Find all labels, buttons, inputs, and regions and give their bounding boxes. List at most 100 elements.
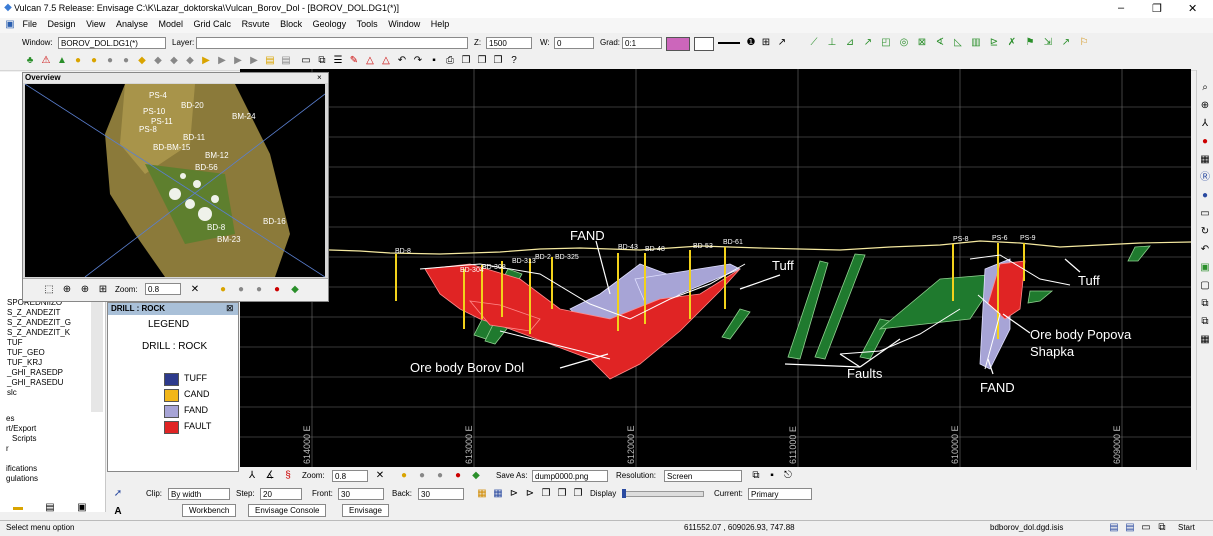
move-overview-icon[interactable]: ⊕ (80, 284, 90, 295)
redo-icon[interactable]: ↷ (413, 55, 423, 66)
secondary-color-swatch[interactable] (694, 37, 714, 51)
tool-b-icon[interactable]: ⚠ (41, 55, 51, 66)
clip-g-icon[interactable]: ❐ (573, 488, 583, 499)
menu-tools[interactable]: Tools (356, 19, 378, 29)
circle-snap-icon[interactable]: ◎ (899, 37, 909, 48)
dot-b-icon[interactable]: ● (418, 470, 426, 481)
tab-envisage-console[interactable]: Envisage Console (248, 504, 327, 517)
menu-rsvute[interactable]: Rsvute (241, 19, 270, 29)
print-icon[interactable]: ⎙ (446, 55, 454, 66)
reset-zoom-icon[interactable]: ✕ (375, 470, 385, 481)
menu-item[interactable]: ifications (6, 464, 38, 473)
layer-item[interactable]: TUF_GEO (7, 348, 45, 357)
menu-help[interactable]: Help (430, 19, 450, 29)
layer-item[interactable]: TUF_KRJ (7, 358, 43, 367)
color-swatch[interactable] (666, 37, 690, 51)
dot-e-icon[interactable]: ◆ (472, 470, 480, 481)
layer-item[interactable]: _GHI_RASEDP (7, 368, 64, 377)
tool-f-icon[interactable]: ● (106, 55, 114, 66)
window-right-icon[interactable]: ▭ (1200, 208, 1210, 219)
rotate-right-icon[interactable]: ↶ (1200, 244, 1210, 255)
angle-icon[interactable]: ∢ (935, 37, 945, 48)
overview-close-icon[interactable]: × (317, 73, 322, 82)
line-style-icon[interactable] (718, 42, 740, 44)
properties-icon[interactable]: ⊞ (761, 37, 771, 48)
list-icon[interactable]: ☰ (333, 55, 343, 66)
pick-icon[interactable]: ↗ (777, 37, 787, 48)
node-snap-icon[interactable]: ⊠ (917, 37, 927, 48)
menu-window[interactable]: Window (388, 19, 421, 29)
w-input[interactable]: 0 (554, 37, 594, 49)
clip-d-icon[interactable]: ⊳ (525, 488, 535, 499)
tool-p-icon[interactable]: ▤ (265, 55, 275, 66)
menu-design[interactable]: Design (47, 19, 76, 29)
close-button[interactable]: ✕ (1188, 3, 1198, 15)
layer-item[interactable]: slc (7, 388, 17, 397)
pointer-icon[interactable]: ➚ (113, 488, 123, 499)
triangle-tool-2-icon[interactable]: △ (382, 55, 390, 66)
globe-right-icon[interactable]: ● (1201, 190, 1209, 201)
flag-icon[interactable]: ⚐ (1079, 37, 1089, 48)
text-icon[interactable]: A (114, 506, 122, 517)
maximize-button[interactable]: ❐ (1152, 3, 1162, 15)
dot-a-icon[interactable]: ● (400, 470, 408, 481)
overview-window[interactable]: Overview × PS-4 BD-20 PS-10 BM-24 PS-11 … (22, 72, 329, 302)
menu-grid-calc[interactable]: Grid Calc (193, 19, 232, 29)
current-select[interactable]: Primary (748, 488, 812, 500)
overview-zoom-input[interactable]: 0.8 (145, 283, 181, 295)
grid-overview-icon[interactable]: ⊞ (98, 284, 108, 295)
layer-item[interactable]: S_Z_ANDEZIT_G (7, 318, 72, 327)
copy-icon[interactable]: ⧉ (318, 55, 326, 66)
resolution-select[interactable]: Screen (664, 470, 742, 482)
angle-bottom-icon[interactable]: ∡ (265, 470, 275, 481)
tray-c-icon[interactable]: ▭ (1141, 522, 1151, 533)
undo-icon[interactable]: ↶ (397, 55, 407, 66)
open-image-icon[interactable]: ⎋ (784, 470, 792, 481)
bookmark-icon[interactable]: ⚑ (1025, 37, 1035, 48)
tab-envisage[interactable]: Envisage (342, 504, 389, 517)
info-icon[interactable]: ❶ (746, 37, 756, 48)
menu-item[interactable]: es (6, 414, 15, 423)
folder-icon[interactable]: ▬ (13, 502, 23, 513)
window-icon[interactable]: ❐ (461, 55, 471, 66)
tool-k-icon[interactable]: ◆ (186, 55, 194, 66)
menu-file[interactable]: File (22, 19, 38, 29)
dot-d-icon[interactable]: ● (454, 470, 462, 481)
clip-f-icon[interactable]: ❐ (557, 488, 567, 499)
display-slider-handle[interactable] (622, 489, 626, 498)
save-as-input[interactable]: dump0000.png (532, 470, 608, 482)
marker-a-icon[interactable]: ● (219, 284, 227, 295)
pan-overview-icon[interactable]: ⊕ (62, 284, 72, 295)
edit-icon[interactable]: ✎ (349, 55, 359, 66)
tool-a-icon[interactable]: ♣ (26, 55, 34, 66)
tool-h-icon[interactable]: ◆ (138, 55, 146, 66)
menu-item[interactable]: gulations (6, 474, 39, 483)
marker-b-icon[interactable]: ● (237, 284, 245, 295)
select-icon[interactable]: ⬚ (44, 284, 54, 295)
layer-select[interactable] (196, 37, 468, 49)
layer-item[interactable]: S_Z_ANDEZIT_K (7, 328, 71, 337)
tray-b-icon[interactable]: ▤ (1125, 522, 1135, 533)
tool-m-icon[interactable]: ▶ (218, 55, 226, 66)
grid-right-icon[interactable]: ▦ (1200, 154, 1210, 165)
tool-i-icon[interactable]: ◆ (154, 55, 162, 66)
tool-o-icon[interactable]: ▶ (250, 55, 258, 66)
refresh-right-icon[interactable]: ↻ (1200, 226, 1210, 237)
menu-view[interactable]: View (86, 19, 106, 29)
grid-snap-icon[interactable]: ⊿ (845, 37, 855, 48)
legend-close-icon[interactable]: ⊠ (226, 303, 234, 313)
copy-right-icon[interactable]: ⧉ (1201, 298, 1209, 309)
tool-n-icon[interactable]: ▶ (234, 55, 242, 66)
window-2-icon[interactable]: ❐ (477, 55, 487, 66)
window-3-icon[interactable]: ❐ (493, 55, 503, 66)
window-select[interactable]: BOROV_DOL.DG1(*) (58, 37, 166, 49)
triangle-tool-icon[interactable]: △ (366, 55, 374, 66)
tool-j-icon[interactable]: ◆ (170, 55, 178, 66)
step-input[interactable]: 20 (260, 488, 302, 500)
dot-c-icon[interactable]: ● (436, 470, 444, 481)
screen-right-icon[interactable]: ▣ (1200, 262, 1210, 273)
minimize-button[interactable]: – (1118, 2, 1125, 14)
line-snap-icon[interactable]: ⊥ (827, 37, 837, 48)
menu-model[interactable]: Model (158, 19, 184, 29)
clip-a-icon[interactable]: ▦ (477, 488, 487, 499)
